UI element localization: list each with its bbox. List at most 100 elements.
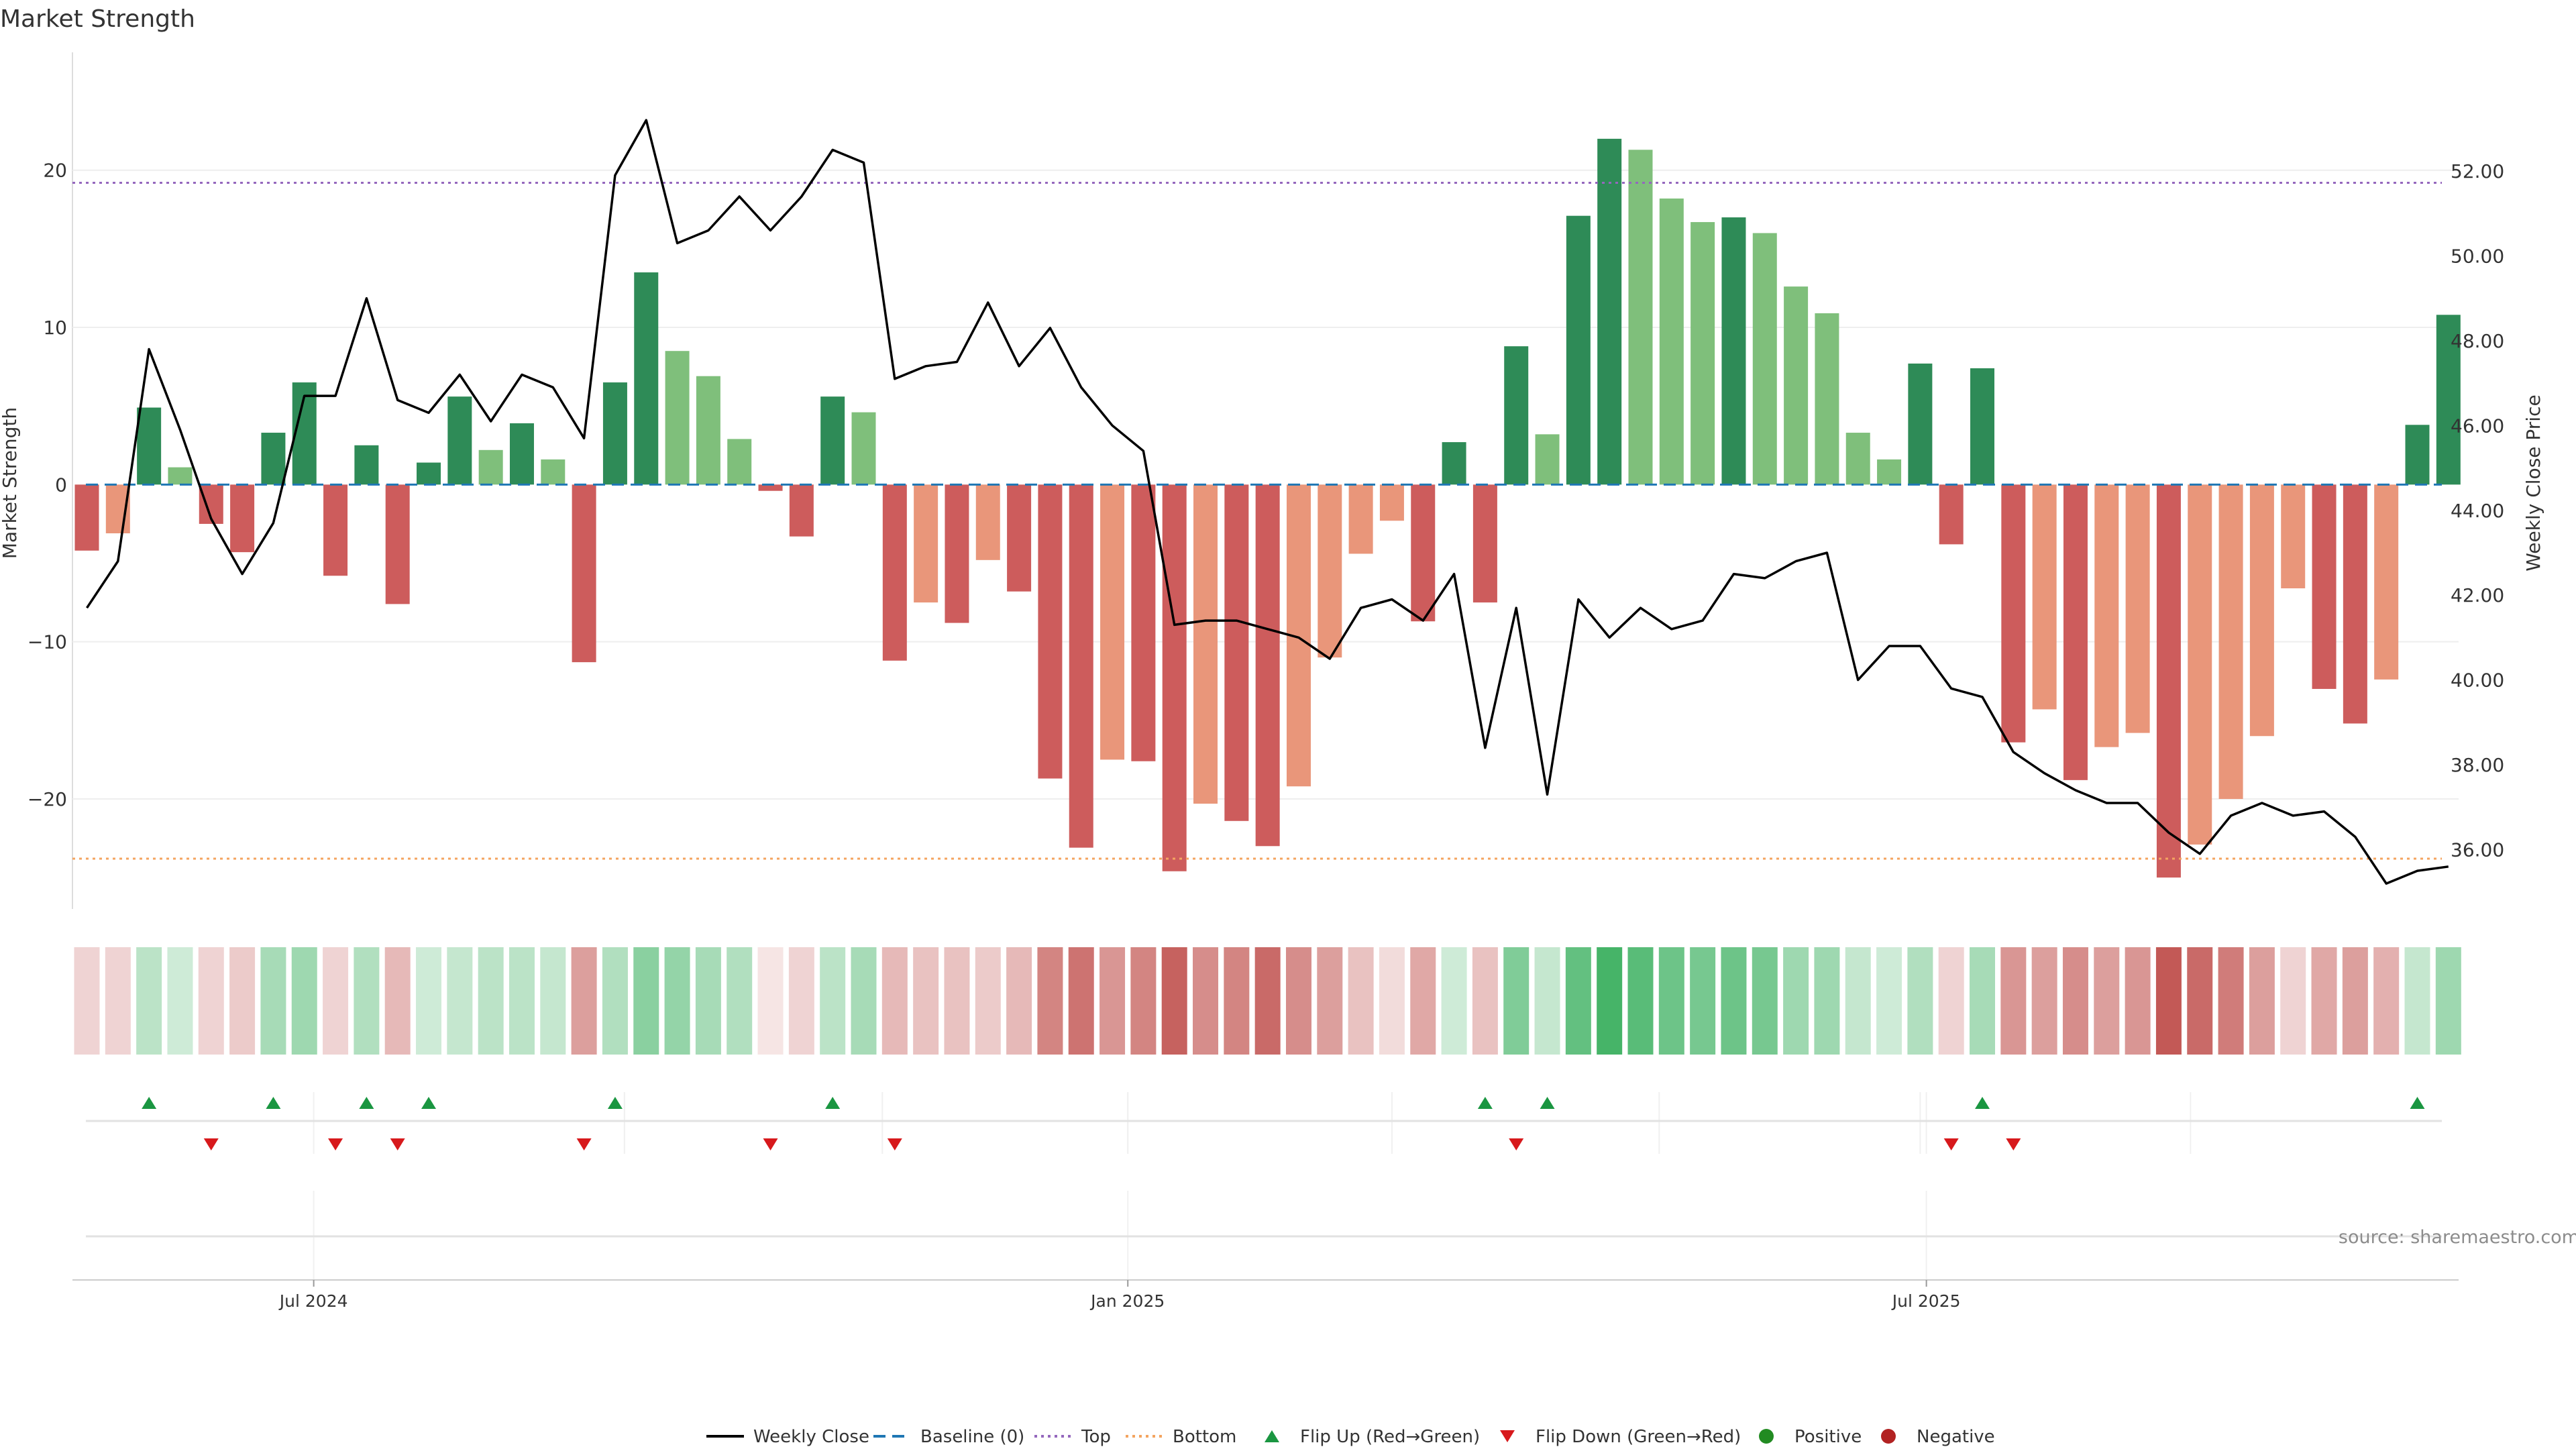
strength-bar xyxy=(2218,484,2243,799)
heat-cell xyxy=(1938,947,1964,1055)
heat-cell xyxy=(1752,947,1778,1055)
heat-cell xyxy=(2342,947,2368,1055)
strength-bar xyxy=(1255,484,1280,847)
y-tick-label: 20 xyxy=(43,160,67,182)
heat-cell xyxy=(944,947,970,1055)
strength-bar xyxy=(1472,484,1497,603)
flip-up-marker xyxy=(142,1097,157,1109)
x-axis-ticks: Jul 2024 Jan 2025 Jul 2025 xyxy=(278,1280,1961,1311)
y2-tick-label: 52.00 xyxy=(2451,160,2504,182)
strength-bar xyxy=(1038,484,1063,779)
strength-bar xyxy=(1318,484,1342,658)
flip-up-marker xyxy=(266,1097,281,1109)
strength-bar xyxy=(1752,233,1777,485)
strength-bar xyxy=(1504,346,1529,485)
heat-cell xyxy=(757,947,784,1055)
legend-label: Top xyxy=(1081,1427,1111,1447)
reference-lines xyxy=(72,181,2442,860)
heat-cell xyxy=(1783,947,1809,1055)
strength-bar xyxy=(1379,484,1404,521)
strength-bar xyxy=(1784,286,1809,485)
heat-cell xyxy=(2249,947,2275,1055)
heat-cell xyxy=(508,947,535,1055)
heat-cell xyxy=(2094,947,2120,1055)
heat-cell xyxy=(602,947,628,1055)
strength-bar xyxy=(1939,484,1964,545)
heat-cell xyxy=(2031,947,2057,1055)
heat-cell xyxy=(975,947,1001,1055)
flip-up-marker xyxy=(1975,1097,1990,1109)
heat-cell xyxy=(1379,947,1405,1055)
strength-bar xyxy=(1566,215,1591,485)
heat-cell xyxy=(1037,947,1063,1055)
strength-bar xyxy=(1628,150,1653,485)
y2-tick-label: 50.00 xyxy=(2451,245,2504,267)
heat-cell xyxy=(2280,947,2306,1055)
strength-bar xyxy=(168,467,193,485)
strength-bar xyxy=(74,484,99,551)
strength-bar xyxy=(354,445,379,485)
strength-bar xyxy=(572,484,596,663)
strength-bar xyxy=(1597,138,1622,485)
strength-bar xyxy=(1162,484,1187,871)
strength-bar xyxy=(820,396,845,485)
strength-bar xyxy=(2156,484,2181,878)
flip-up-marker xyxy=(825,1097,841,1109)
heat-cell xyxy=(1224,947,1250,1055)
legend-label: Flip Down (Green→Red) xyxy=(1536,1427,1741,1447)
flip-markers xyxy=(142,1097,2425,1150)
x-tick-label: Jul 2024 xyxy=(278,1291,348,1311)
strength-bar xyxy=(1659,198,1684,485)
heat-cell xyxy=(2187,947,2213,1055)
legend-dot-swatch xyxy=(1881,1429,1896,1444)
strength-bar xyxy=(665,351,690,485)
legend: Weekly Close Baseline (0) Top Bottom Flip Up… xyxy=(706,1427,1995,1447)
flip-down-marker xyxy=(763,1138,778,1150)
legend-label: Negative xyxy=(1917,1427,1995,1447)
flip-up-marker xyxy=(2410,1097,2425,1109)
heat-cell xyxy=(788,947,814,1055)
heat-cell xyxy=(1534,947,1560,1055)
flip-up-marker xyxy=(1540,1097,1555,1109)
flip-up-marker xyxy=(1477,1097,1493,1109)
heat-cell xyxy=(540,947,566,1055)
y-tick-label: 0 xyxy=(55,474,67,496)
heat-cell xyxy=(1285,947,1311,1055)
heat-cell xyxy=(727,947,753,1055)
strength-bar xyxy=(2094,484,2119,747)
legend-label: Weekly Close xyxy=(753,1427,869,1447)
strength-bar xyxy=(1721,217,1746,485)
strength-bar xyxy=(758,484,783,491)
heat-cell xyxy=(447,947,473,1055)
strength-bar xyxy=(1224,484,1249,821)
left-axis-ticks: 20 10 0 −10 −20 xyxy=(28,160,67,810)
heat-cell xyxy=(354,947,380,1055)
strength-bar xyxy=(2312,484,2337,689)
chart-title: Market Strength xyxy=(0,5,195,33)
strength-bar xyxy=(696,376,720,485)
heat-cell xyxy=(416,947,442,1055)
strength-bar xyxy=(417,462,441,485)
heat-cell xyxy=(851,947,877,1055)
y2-tick-label: 40.00 xyxy=(2451,669,2504,692)
strength-bar xyxy=(2001,484,2026,743)
heat-cell xyxy=(1254,947,1281,1055)
strength-bar xyxy=(2188,484,2212,845)
flip-down-marker xyxy=(1943,1138,1959,1150)
strength-bar xyxy=(2125,484,2150,733)
strength-bar xyxy=(1815,313,1839,485)
legend-flip-up-swatch xyxy=(1265,1430,1279,1442)
heat-cell xyxy=(664,947,690,1055)
heat-cell xyxy=(1627,947,1654,1055)
heat-cell xyxy=(478,947,504,1055)
strength-bar xyxy=(727,439,752,485)
heat-cell xyxy=(2435,947,2461,1055)
y2-tick-label: 44.00 xyxy=(2451,500,2504,522)
strength-bar xyxy=(478,449,503,485)
heat-cell xyxy=(105,947,131,1055)
flip-up-marker xyxy=(607,1097,623,1109)
strength-bar xyxy=(2032,484,2057,710)
heat-cell xyxy=(2218,947,2244,1055)
strength-bar xyxy=(2063,484,2088,780)
